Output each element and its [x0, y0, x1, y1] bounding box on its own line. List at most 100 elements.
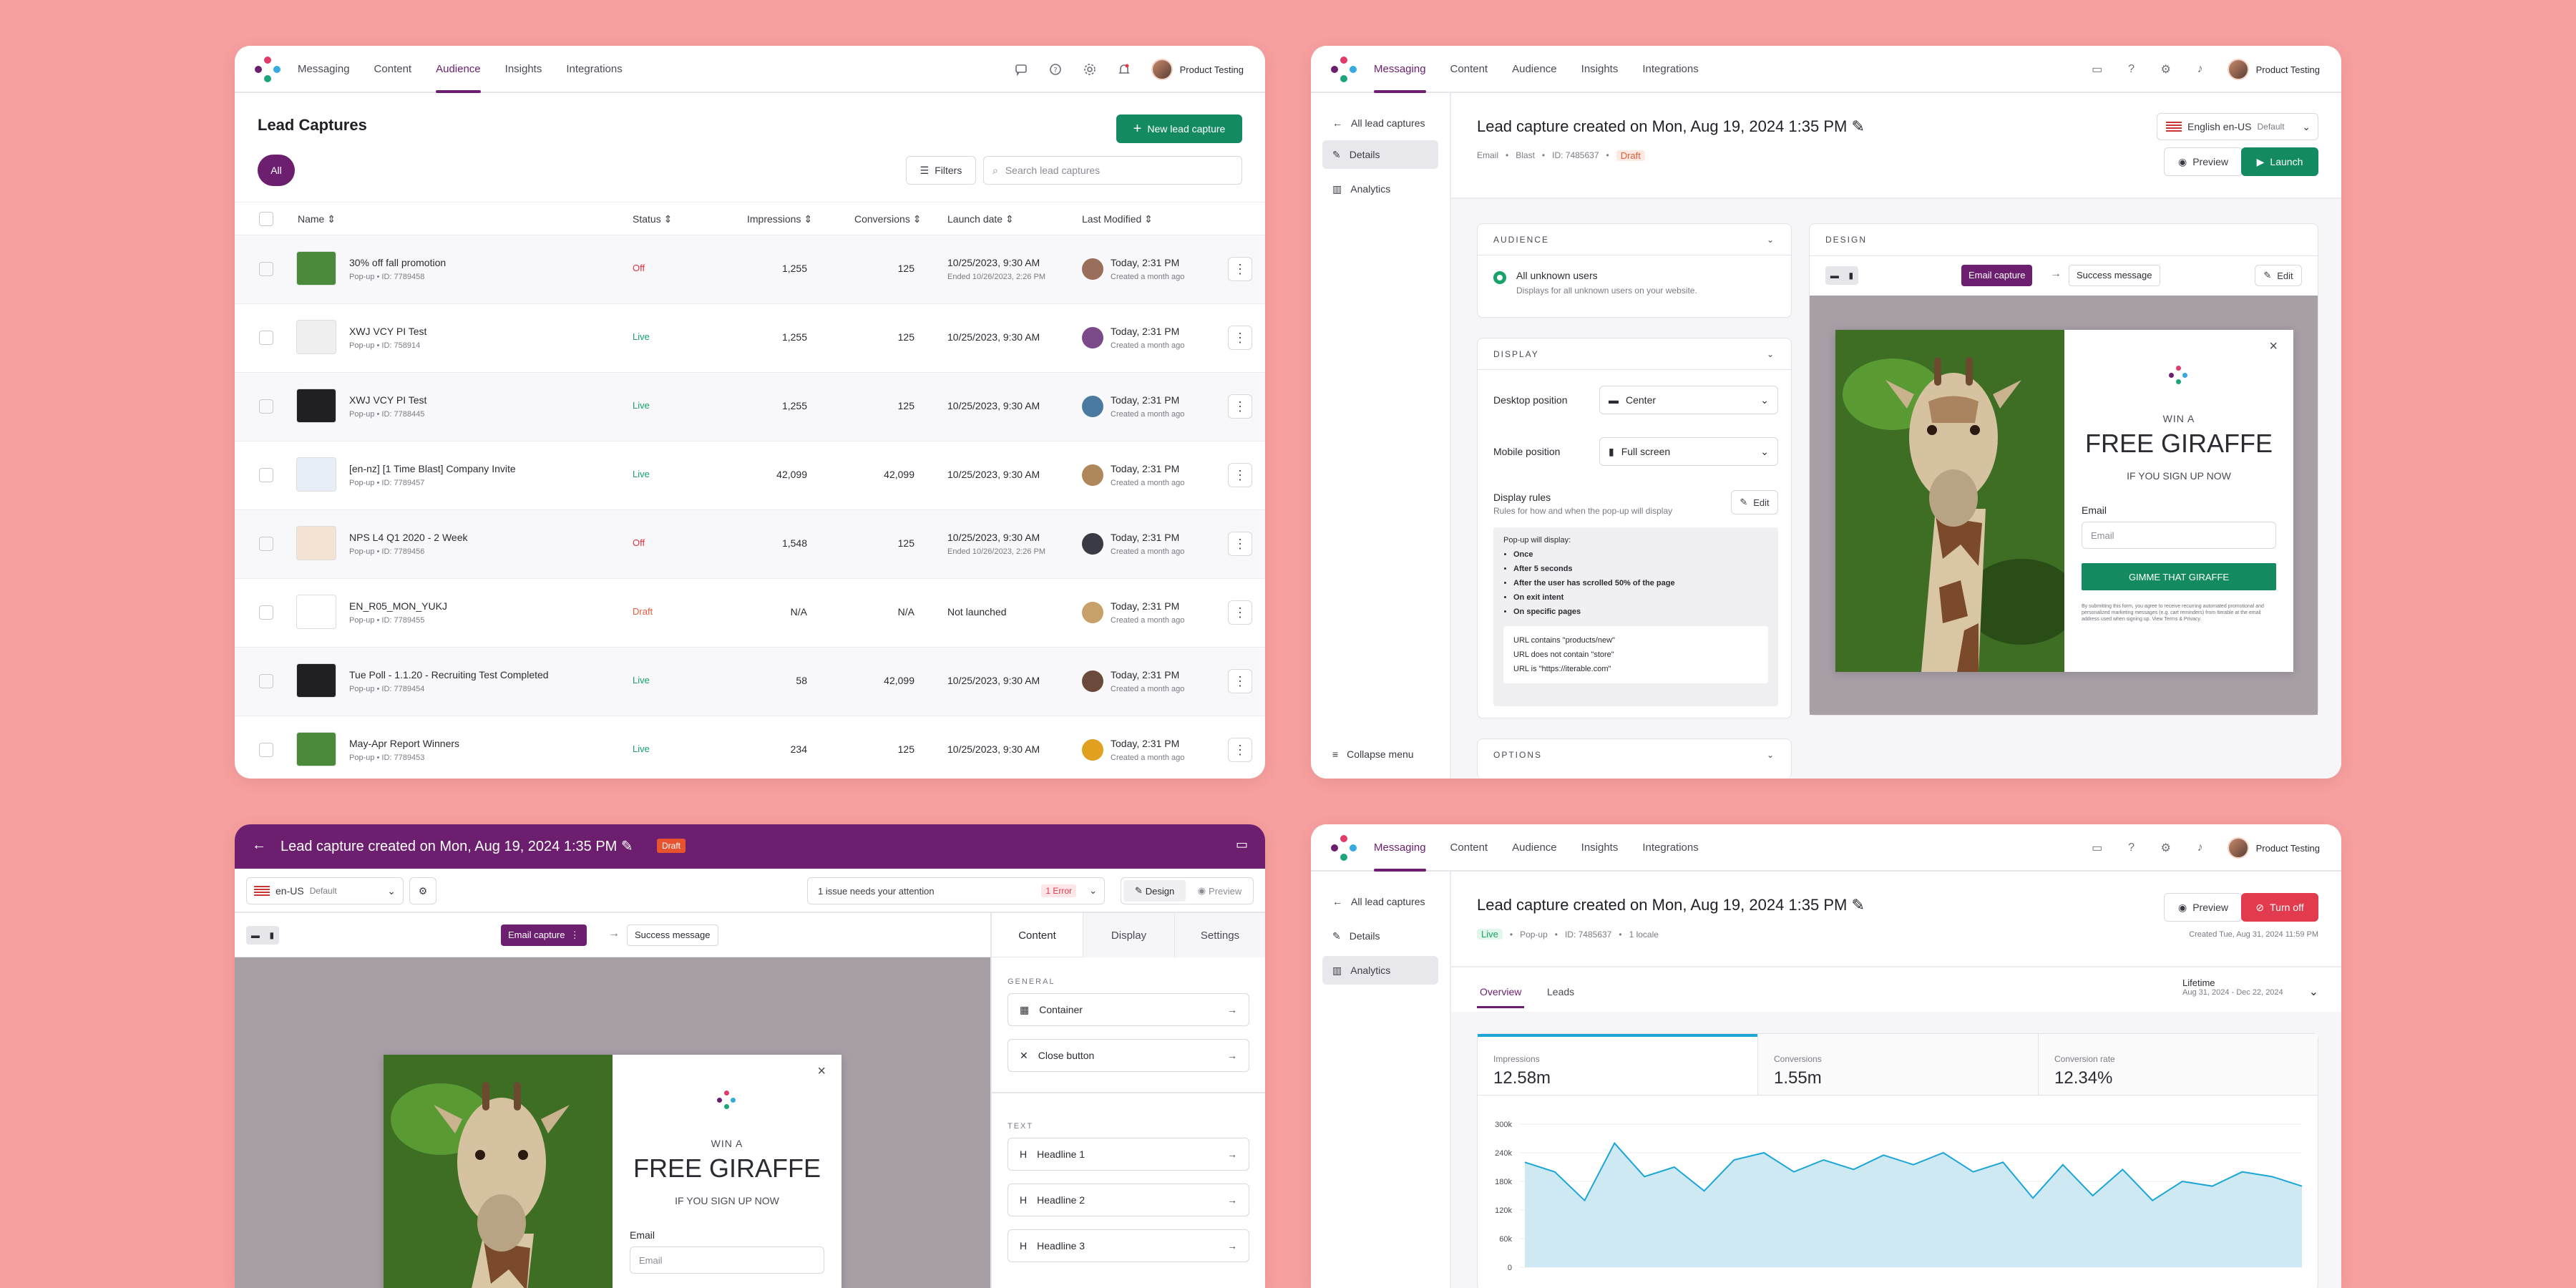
chevron-down-icon[interactable]: ⌄	[1766, 234, 1775, 245]
preview-button[interactable]: ◉ Preview	[2164, 893, 2243, 922]
table-row[interactable]: EN_R05_MON_YUKJ Pop-up • ID: 7789455 Dra…	[235, 578, 1265, 647]
headline-1-item[interactable]: H Headline 1 →	[1008, 1138, 1249, 1171]
table-row[interactable]: May-Apr Report Winners Pop-up • ID: 7789…	[235, 716, 1265, 779]
col-name[interactable]: Name ⇕	[298, 213, 336, 225]
nav-integrations[interactable]: Integrations	[566, 63, 623, 75]
tab-display[interactable]: Display	[1083, 913, 1175, 957]
close-button-item[interactable]: ✕ Close button →	[1008, 1039, 1249, 1072]
close-icon[interactable]: ×	[2269, 338, 2278, 354]
popup-email-input[interactable]: Email	[630, 1246, 824, 1274]
brand-logo[interactable]	[1331, 835, 1357, 861]
preview-toggle[interactable]: ◉ Preview	[1197, 885, 1242, 897]
bell-icon[interactable]: ♪	[2197, 63, 2203, 75]
popup-email-input[interactable]: Email	[2082, 522, 2276, 549]
desktop-position-select[interactable]: ▬ Center ⌄	[1599, 386, 1778, 414]
row-actions-button[interactable]: ⋮	[1228, 394, 1252, 419]
chat-icon[interactable]: ▭	[2092, 842, 2103, 854]
nav-insights[interactable]: Insights	[1581, 63, 1619, 75]
issues-dropdown[interactable]: 1 issue needs your attention 1 Error ⌄	[807, 877, 1105, 904]
chat-icon[interactable]: ▭	[1235, 837, 1248, 852]
tab-settings[interactable]: Settings	[1175, 913, 1265, 957]
turn-off-button[interactable]: ⊘ Turn off	[2241, 893, 2318, 922]
design-preview-toggle[interactable]: ✎ Design ◉ Preview	[1121, 877, 1254, 904]
design-toggle[interactable]: ✎ Design	[1123, 880, 1186, 902]
nav-messaging[interactable]: Messaging	[298, 63, 350, 75]
nav-integrations[interactable]: Integrations	[1642, 841, 1699, 854]
table-row[interactable]: XWJ VCY PI Test Pop-up • ID: 758914 Live…	[235, 303, 1265, 372]
container-item[interactable]: ▦ Container →	[1008, 993, 1249, 1026]
row-actions-button[interactable]: ⋮	[1228, 463, 1252, 487]
row-actions-button[interactable]: ⋮	[1228, 257, 1252, 281]
user-menu[interactable]: Product Testing	[1151, 59, 1244, 80]
row-actions-button[interactable]: ⋮	[1228, 669, 1252, 693]
tab-content[interactable]: Content	[992, 913, 1083, 957]
chat-icon[interactable]	[1014, 62, 1028, 77]
success-message-step[interactable]: Success message	[2069, 265, 2160, 286]
arrow-left-icon[interactable]: ←	[252, 837, 266, 853]
device-toggle[interactable]: ▬ ▮	[1825, 266, 1858, 285]
gear-icon[interactable]: ⚙	[2160, 842, 2171, 854]
select-all-checkbox[interactable]	[259, 212, 273, 226]
filters-button[interactable]: ☰ Filters	[906, 156, 976, 185]
gear-icon[interactable]: ⚙	[2160, 64, 2171, 76]
row-checkbox[interactable]	[259, 537, 273, 551]
launch-button[interactable]: ▶ Launch	[2241, 147, 2318, 176]
help-icon[interactable]: ?	[2128, 63, 2135, 75]
gear-icon[interactable]: ⚙	[409, 877, 436, 904]
nav-messaging[interactable]: Messaging	[1374, 824, 1426, 872]
help-icon[interactable]: ?	[2128, 841, 2135, 854]
help-icon[interactable]: ?	[1048, 62, 1063, 77]
preview-button[interactable]: ◉ Preview	[2164, 147, 2243, 176]
table-row[interactable]: XWJ VCY PI Test Pop-up • ID: 7788445 Liv…	[235, 372, 1265, 441]
row-checkbox[interactable]	[259, 262, 273, 276]
col-impressions[interactable]: Impressions ⇕	[747, 213, 813, 225]
sidebar-item-details[interactable]: ✎ Details	[1322, 140, 1438, 169]
kpi-conversions[interactable]: Conversions 1.55m	[1758, 1034, 2039, 1096]
table-row[interactable]: [en-nz] [1 Time Blast] Company Invite Po…	[235, 441, 1265, 509]
mobile-position-select[interactable]: ▮ Full screen ⌄	[1599, 437, 1778, 466]
radio-all-unknown[interactable]	[1493, 271, 1506, 284]
locale-select[interactable]: English en-US Default ⌄	[2157, 113, 2318, 140]
nav-content[interactable]: Content	[374, 63, 412, 75]
nav-integrations[interactable]: Integrations	[1642, 63, 1699, 75]
email-capture-step[interactable]: Email capture	[1961, 265, 2033, 286]
chevron-down-icon[interactable]: ⌄	[1766, 750, 1775, 760]
row-actions-button[interactable]: ⋮	[1228, 600, 1252, 625]
row-name[interactable]: 30% off fall promotion	[349, 257, 447, 268]
success-message-step[interactable]: Success message	[627, 924, 718, 946]
nav-audience[interactable]: Audience	[1512, 63, 1557, 75]
row-name[interactable]: Tue Poll - 1.1.20 - Recruiting Test Comp…	[349, 669, 549, 680]
row-name[interactable]: XWJ VCY PI Test	[349, 394, 427, 406]
nav-insights[interactable]: Insights	[1581, 841, 1619, 854]
back-link[interactable]: ← All lead captures	[1322, 109, 1438, 137]
close-icon[interactable]: ×	[817, 1063, 826, 1079]
user-menu[interactable]: Product Testing	[2227, 837, 2320, 859]
popup-cta-button[interactable]: GIMME THAT GIRAFFE	[2082, 563, 2276, 590]
bell-icon[interactable]	[1117, 62, 1131, 77]
row-actions-button[interactable]: ⋮	[1228, 738, 1252, 762]
chat-icon[interactable]: ▭	[2092, 64, 2103, 76]
email-capture-step[interactable]: Email capture ⋮	[501, 924, 587, 946]
collapse-menu-button[interactable]: ≡ Collapse menu	[1322, 740, 1438, 769]
row-checkbox[interactable]	[259, 399, 273, 414]
sidebar-item-details[interactable]: ✎ Details	[1332, 930, 1380, 942]
brand-logo[interactable]	[255, 57, 280, 82]
kpi-conversion-rate[interactable]: Conversion rate 12.34%	[2039, 1034, 2318, 1096]
edit-rules-button[interactable]: ✎ Edit	[1731, 490, 1778, 514]
gear-icon[interactable]	[1083, 62, 1097, 77]
device-toggle[interactable]: ▬ ▮	[246, 926, 279, 945]
row-name[interactable]: May-Apr Report Winners	[349, 738, 460, 749]
nav-messaging[interactable]: Messaging	[1374, 46, 1426, 93]
back-link[interactable]: ← All lead captures	[1332, 896, 1425, 907]
row-actions-button[interactable]: ⋮	[1228, 532, 1252, 556]
row-actions-button[interactable]: ⋮	[1228, 326, 1252, 350]
table-row[interactable]: Tue Poll - 1.1.20 - Recruiting Test Comp…	[235, 647, 1265, 716]
nav-insights[interactable]: Insights	[504, 63, 542, 75]
filter-pill-all[interactable]: All	[258, 155, 295, 186]
col-launch-date[interactable]: Launch date ⇕	[947, 213, 1014, 225]
row-checkbox[interactable]	[259, 605, 273, 620]
bell-icon[interactable]: ♪	[2197, 841, 2203, 854]
tab-overview[interactable]: Overview	[1480, 986, 1522, 997]
row-checkbox[interactable]	[259, 468, 273, 482]
tab-leads[interactable]: Leads	[1547, 986, 1575, 997]
